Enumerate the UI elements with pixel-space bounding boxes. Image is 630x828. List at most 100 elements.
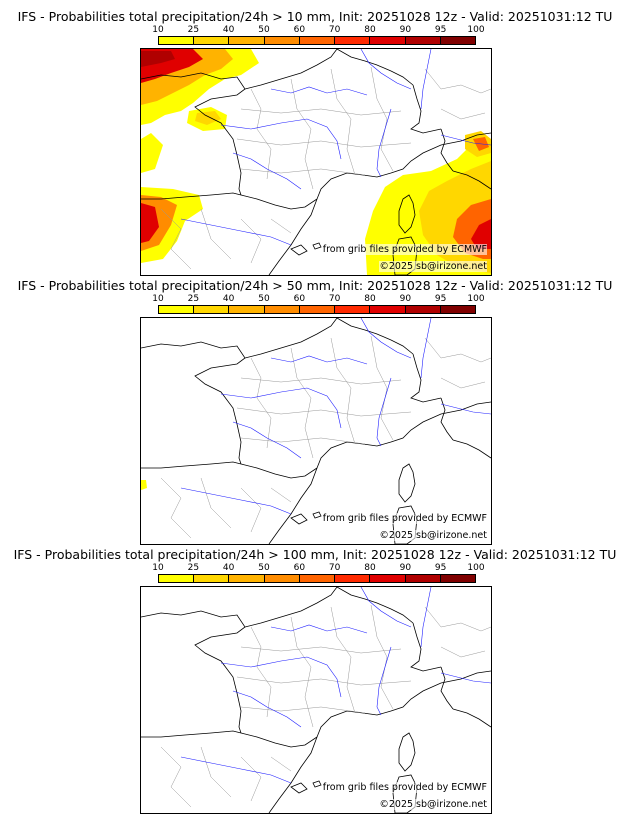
coastline-sardinia xyxy=(392,505,418,544)
colorbar-swatch xyxy=(440,575,475,582)
river-seine xyxy=(270,624,368,634)
colorbar-swatch xyxy=(299,306,336,313)
colorbar-tick-label: 70 xyxy=(328,25,341,35)
river-loire xyxy=(220,387,342,429)
coastline-corsica xyxy=(398,732,416,772)
map-panel-10mm: IFS - Probabilities total precipitation/… xyxy=(0,10,630,278)
colorbar-tick-label: 90 xyxy=(399,294,412,304)
coastline-corsica xyxy=(398,463,416,503)
colorbar-swatches xyxy=(158,305,476,314)
panel-title: IFS - Probabilities total precipitation/… xyxy=(13,547,617,562)
credit-source: from grib files provided by ECMWF xyxy=(322,513,487,524)
colorbar-tick-label: 60 xyxy=(293,563,306,573)
colorbar-tick-label: 95 xyxy=(434,563,447,573)
colorbar-tick-label: 50 xyxy=(258,294,270,304)
colorbar-tick-label: 70 xyxy=(328,563,341,573)
map-frame: from grib files provided by ECMWF ©2025 … xyxy=(140,586,492,814)
coastline-channel xyxy=(244,587,338,628)
colorbar-swatch xyxy=(335,37,371,44)
coastline-france-west xyxy=(141,341,246,465)
coastline-italy xyxy=(452,708,491,728)
river-garonne xyxy=(232,421,302,459)
colorbar-swatch xyxy=(370,306,406,313)
river-rhine-meuse xyxy=(360,318,432,379)
coastline-france-west xyxy=(141,72,246,196)
river-garonne xyxy=(232,690,302,728)
colorbar-swatch xyxy=(194,306,230,313)
coastline-cantabria xyxy=(141,192,242,200)
coastline-corsica xyxy=(398,194,416,234)
credit-source: from grib files provided by ECMWF xyxy=(322,244,487,255)
map-panel-100mm: IFS - Probabilities total precipitation/… xyxy=(0,548,630,816)
colorbar-swatch xyxy=(264,37,300,44)
river-rhine-meuse xyxy=(360,587,432,648)
colorbar-swatches xyxy=(158,36,476,45)
precipitation-layer xyxy=(141,480,147,490)
colorbar-swatch xyxy=(405,575,441,582)
credit-source: from grib files provided by ECMWF xyxy=(322,782,487,793)
map-base-layer xyxy=(141,587,491,813)
colorbar-tick-label: 90 xyxy=(399,563,412,573)
border-france-germany-swiss xyxy=(410,622,442,672)
border-france-germany-swiss xyxy=(410,84,442,134)
colorbar-swatch xyxy=(229,575,265,582)
river-seine xyxy=(270,355,368,365)
colorbar-swatch xyxy=(405,306,441,313)
colorbar-tick-label: 95 xyxy=(434,25,447,35)
coastline-spain-east xyxy=(268,736,318,813)
border-france-belgium xyxy=(336,587,414,624)
map-frame: from grib files provided by ECMWF ©2025 … xyxy=(140,317,492,545)
colorbar-swatch xyxy=(440,306,475,313)
coastline-italy xyxy=(452,439,491,459)
coastline-sardinia xyxy=(392,236,418,275)
precip-area-cantabria xyxy=(141,480,147,490)
border-france-belgium xyxy=(336,49,414,86)
border-france-italy xyxy=(440,128,454,172)
colorbar-swatch xyxy=(159,575,195,582)
colorbar-tick-label: 100 xyxy=(467,563,485,573)
map-panel-50mm: IFS - Probabilities total precipitation/… xyxy=(0,279,630,547)
map-canvas xyxy=(141,49,491,275)
colorbar-swatch xyxy=(299,37,336,44)
colorbar-tick-label: 100 xyxy=(467,294,485,304)
colorbar: 10 25 40 50 60 70 80 90 95 100 xyxy=(152,25,485,47)
river-ebro xyxy=(180,756,292,784)
coastline-balearics xyxy=(290,511,322,525)
border-france-italy xyxy=(440,666,454,710)
river-loire xyxy=(220,656,342,698)
admin-borders xyxy=(160,66,491,270)
river-loire xyxy=(220,118,342,160)
colorbar-tick-labels: 10 25 40 50 60 70 80 90 95 100 xyxy=(152,563,484,573)
colorbar-swatch xyxy=(335,575,371,582)
coastline-mediterranean xyxy=(316,132,491,200)
coastline-spain-east xyxy=(268,467,318,544)
colorbar: 10 25 40 50 60 70 80 90 95 100 xyxy=(152,563,485,585)
colorbar-swatch xyxy=(264,306,300,313)
credit-copyright: ©2025 sb@irizone.net xyxy=(379,261,487,272)
colorbar-swatch xyxy=(159,306,195,313)
colorbar-tick-label: 70 xyxy=(328,294,341,304)
coastline-channel xyxy=(244,318,338,359)
colorbar-tick-label: 60 xyxy=(293,25,306,35)
colorbar-tick-label: 40 xyxy=(222,563,235,573)
colorbar-swatch xyxy=(194,575,230,582)
border-france-spain xyxy=(240,732,318,748)
colorbar-tick-label: 60 xyxy=(293,294,306,304)
river-rhone xyxy=(376,377,392,447)
panel-title: IFS - Probabilities total precipitation/… xyxy=(17,9,613,24)
colorbar-tick-label: 10 xyxy=(152,294,164,304)
admin-borders xyxy=(160,335,491,539)
river-rhine-meuse xyxy=(360,49,432,110)
colorbar-tick-label: 80 xyxy=(364,563,376,573)
colorbar-tick-label: 95 xyxy=(434,294,447,304)
coastline-mediterranean xyxy=(316,670,491,738)
colorbar-swatch xyxy=(264,575,300,582)
river-rhone xyxy=(376,108,392,178)
river-garonne xyxy=(232,152,302,190)
river-po xyxy=(440,134,491,146)
credit-copyright: ©2025 sb@irizone.net xyxy=(379,799,487,810)
colorbar-tick-label: 80 xyxy=(364,294,376,304)
colorbar-swatch xyxy=(229,37,265,44)
coastline-balearics xyxy=(290,242,322,256)
colorbar-swatch xyxy=(335,306,371,313)
